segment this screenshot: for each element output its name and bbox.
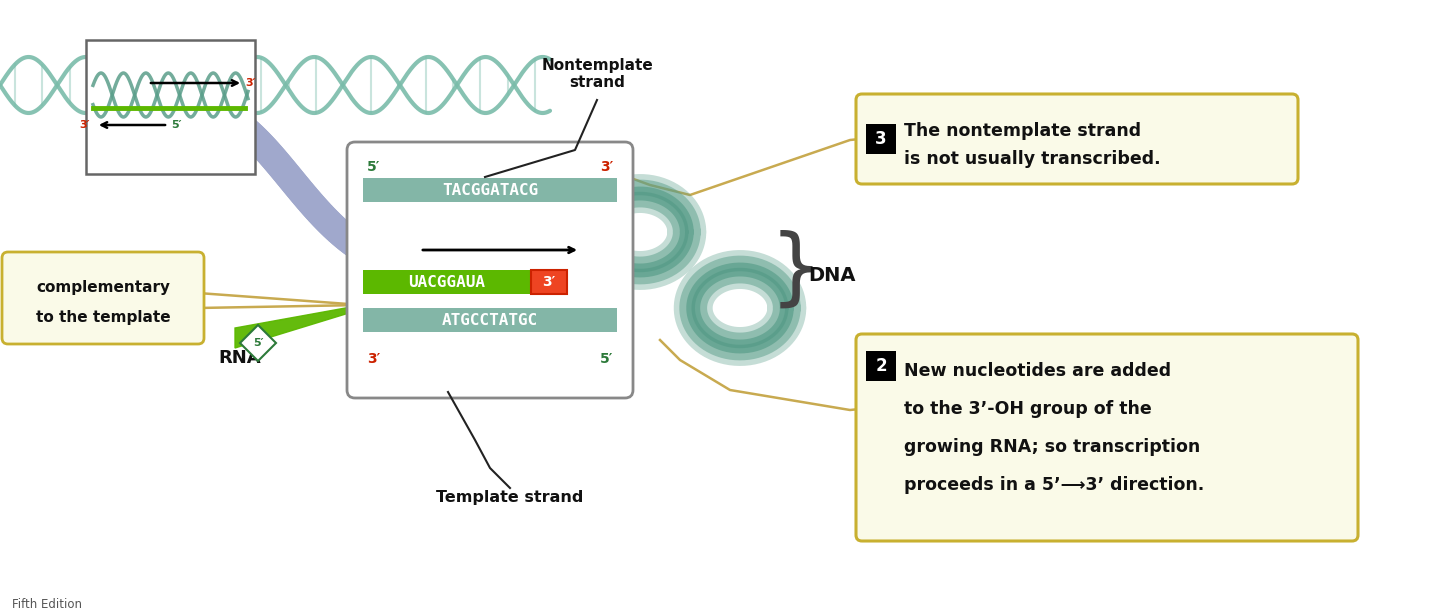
FancyBboxPatch shape xyxy=(865,124,896,154)
Polygon shape xyxy=(235,305,361,348)
Text: complementary: complementary xyxy=(36,280,170,295)
Text: ATGCCTATGC: ATGCCTATGC xyxy=(442,312,539,328)
Text: DNA: DNA xyxy=(808,265,855,285)
Text: UACGGAUA: UACGGAUA xyxy=(409,275,485,290)
Text: 5′: 5′ xyxy=(171,120,181,130)
Text: The nontemplate strand: The nontemplate strand xyxy=(904,122,1140,140)
Text: Fifth Edition: Fifth Edition xyxy=(12,598,82,611)
Text: to the 3’-OH group of the: to the 3’-OH group of the xyxy=(904,400,1152,418)
FancyBboxPatch shape xyxy=(531,270,567,294)
FancyBboxPatch shape xyxy=(855,334,1358,541)
Text: RNA: RNA xyxy=(217,349,261,367)
Text: to the template: to the template xyxy=(36,310,170,325)
FancyBboxPatch shape xyxy=(865,351,896,381)
FancyBboxPatch shape xyxy=(347,142,634,398)
FancyBboxPatch shape xyxy=(1,252,204,344)
Text: Nontemplate
strand: Nontemplate strand xyxy=(541,58,652,91)
Text: 3′: 3′ xyxy=(245,78,255,88)
FancyBboxPatch shape xyxy=(86,40,255,174)
Text: 3′: 3′ xyxy=(79,120,91,130)
Text: is not usually transcribed.: is not usually transcribed. xyxy=(904,150,1161,168)
Text: 3: 3 xyxy=(876,130,887,148)
FancyBboxPatch shape xyxy=(363,308,616,332)
Text: 5′: 5′ xyxy=(253,338,264,348)
FancyBboxPatch shape xyxy=(363,178,616,202)
Text: 3′: 3′ xyxy=(543,275,556,289)
Text: New nucleotides are added: New nucleotides are added xyxy=(904,362,1171,380)
Text: 3′: 3′ xyxy=(600,160,613,174)
Polygon shape xyxy=(240,325,276,361)
Text: growing RNA; so transcription: growing RNA; so transcription xyxy=(904,438,1201,456)
Text: TACGGATACG: TACGGATACG xyxy=(442,182,539,198)
Text: Template strand: Template strand xyxy=(436,490,583,505)
Text: 2: 2 xyxy=(876,357,887,375)
Text: }: } xyxy=(770,230,824,310)
Text: 3′: 3′ xyxy=(367,352,380,366)
FancyBboxPatch shape xyxy=(363,270,531,294)
FancyBboxPatch shape xyxy=(855,94,1297,184)
Text: proceeds in a 5’⟶3’ direction.: proceeds in a 5’⟶3’ direction. xyxy=(904,476,1204,494)
Text: 5′: 5′ xyxy=(367,160,380,174)
Text: 5′: 5′ xyxy=(600,352,613,366)
